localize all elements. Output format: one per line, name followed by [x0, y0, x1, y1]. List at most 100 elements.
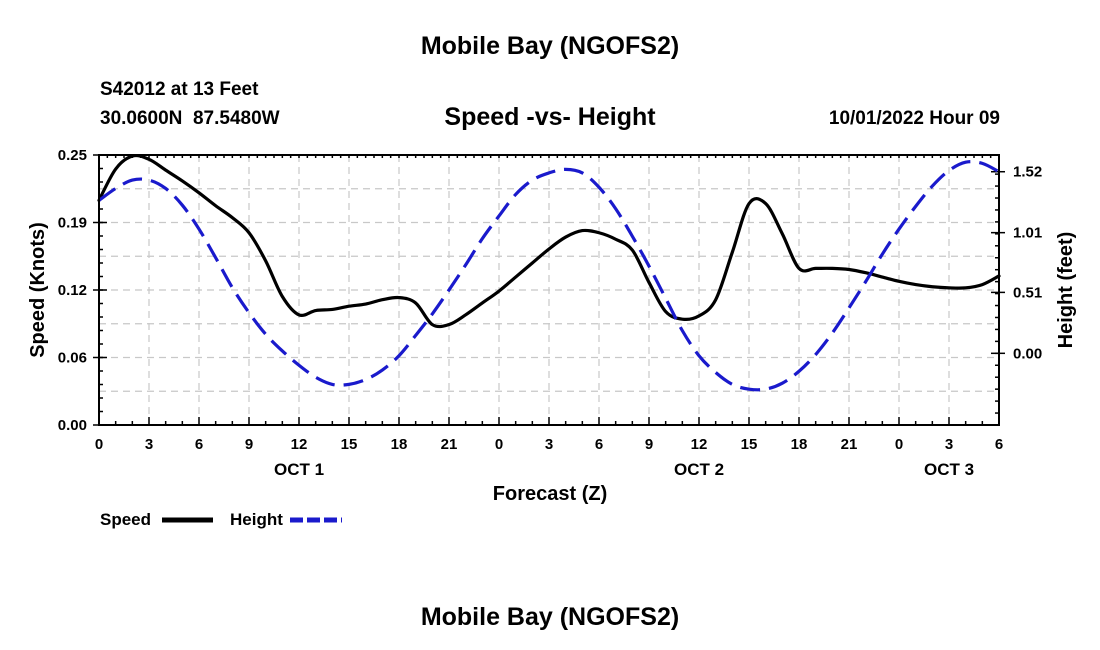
data-point-speed	[115, 169, 116, 170]
x-tick-label: 3	[145, 436, 153, 453]
data-point-height	[665, 298, 666, 299]
data-point-speed	[182, 180, 183, 181]
y-right-tick-label: 1.52	[1013, 164, 1042, 181]
y-right-tick-label: 0.51	[1013, 284, 1042, 301]
data-point-height	[915, 206, 916, 207]
data-point-height	[482, 238, 483, 239]
data-point-speed	[682, 319, 683, 320]
x-tick-label: 6	[995, 436, 1003, 453]
data-point-speed	[982, 284, 983, 285]
legend: Speed Height	[100, 510, 342, 529]
grid	[99, 155, 999, 425]
data-point-speed	[449, 324, 450, 325]
data-point-height	[382, 370, 383, 371]
data-point-height	[615, 208, 616, 209]
data-point-height	[732, 384, 733, 385]
data-point-speed	[699, 315, 700, 316]
data-point-speed	[849, 269, 850, 270]
data-point-speed	[732, 252, 733, 253]
data-point-speed	[899, 281, 900, 282]
data-point-speed	[632, 250, 633, 251]
data-point-speed	[299, 314, 300, 315]
data-point-height	[765, 389, 766, 390]
data-point-speed	[832, 268, 833, 269]
data-point-height	[499, 215, 500, 216]
date-label: OCT 3	[924, 460, 974, 479]
data-point-height	[315, 377, 316, 378]
data-point-height	[932, 186, 933, 187]
x-tick-label: 6	[195, 436, 203, 453]
series-line-speed	[97, 153, 1001, 329]
data-point-height	[849, 307, 850, 308]
tick-labels: 0 3 6 9 12 15 18 21 0 3 6 9 12 15 18 21 0 3 6 0.00 0.06 0.12 0…	[58, 147, 1042, 479]
y-axis-left-label: Speed (Knots)	[27, 222, 49, 358]
data-point-height	[199, 229, 200, 230]
plot-frame	[98, 154, 1000, 426]
data-point-height	[299, 365, 300, 366]
data-point-height	[599, 187, 600, 188]
x-tick-label: 6	[595, 436, 603, 453]
data-point-speed	[815, 268, 816, 269]
forecast-timestamp: 10/01/2022 Hour 09	[829, 108, 1000, 129]
data-point-speed	[365, 304, 366, 305]
data-point-speed	[482, 302, 483, 303]
x-tick-label: 3	[945, 436, 953, 453]
station-coords: 30.0600N 87.5480W	[100, 108, 280, 129]
data-point-speed	[749, 203, 750, 204]
data-point-height	[265, 334, 266, 335]
x-tick-label: 3	[545, 436, 553, 453]
x-tick-label: 21	[841, 436, 858, 453]
data-point-height	[865, 281, 866, 282]
data-point-height	[132, 180, 133, 181]
data-point-height	[749, 389, 750, 390]
data-point-speed	[465, 314, 466, 315]
x-tick-label: 18	[391, 436, 408, 453]
data-point-speed	[882, 277, 883, 278]
data-point-speed	[715, 299, 716, 300]
y-left-tick-label: 0.12	[58, 282, 87, 299]
data-point-height	[682, 330, 683, 331]
data-point-height	[549, 172, 550, 173]
data-point-height	[365, 379, 366, 380]
x-tick-label: 18	[791, 436, 808, 453]
data-point-speed	[915, 284, 916, 285]
station-label: S42012 at 13 Feet	[100, 79, 259, 100]
data-point-speed	[499, 291, 500, 292]
legend-speed-label: Speed	[100, 510, 151, 529]
data-point-height	[899, 229, 900, 230]
data-point-height	[249, 312, 250, 313]
data-point-speed	[165, 170, 166, 171]
x-tick-label: 9	[245, 436, 253, 453]
data-point-height	[399, 355, 400, 356]
data-point-speed	[582, 230, 583, 231]
data-point-speed	[765, 203, 766, 204]
y-right-tick-label: 1.01	[1013, 225, 1042, 242]
data-point-speed	[649, 282, 650, 283]
x-axis-label: Forecast (Z)	[493, 483, 607, 505]
data-point-height	[949, 170, 950, 171]
data-point-speed	[665, 311, 666, 312]
series-line-height	[98, 160, 1000, 392]
data-point-height	[232, 287, 233, 288]
date-label: OCT 2	[674, 460, 724, 479]
data-point-speed	[949, 287, 950, 288]
data-point-speed	[965, 287, 966, 288]
chart-subtitle: Speed -vs- Height	[444, 103, 656, 131]
data-point-speed	[865, 272, 866, 273]
data-point-height	[699, 355, 700, 356]
x-tick-label: 9	[645, 436, 653, 453]
x-tick-label: 0	[95, 436, 103, 453]
data-point-speed	[282, 296, 283, 297]
data-point-speed	[932, 286, 933, 287]
x-tick-label: 0	[895, 436, 903, 453]
x-tick-label: 0	[495, 436, 503, 453]
footer-title: Mobile Bay (NGOFS2)	[421, 603, 679, 631]
data-point-height	[965, 162, 966, 163]
date-label: OCT 1	[274, 460, 324, 479]
data-point-speed	[249, 232, 250, 233]
data-point-speed	[799, 268, 800, 269]
data-point-speed	[149, 159, 150, 160]
data-point-height	[882, 254, 883, 255]
data-point-height	[349, 384, 350, 385]
data-point-height	[432, 313, 433, 314]
